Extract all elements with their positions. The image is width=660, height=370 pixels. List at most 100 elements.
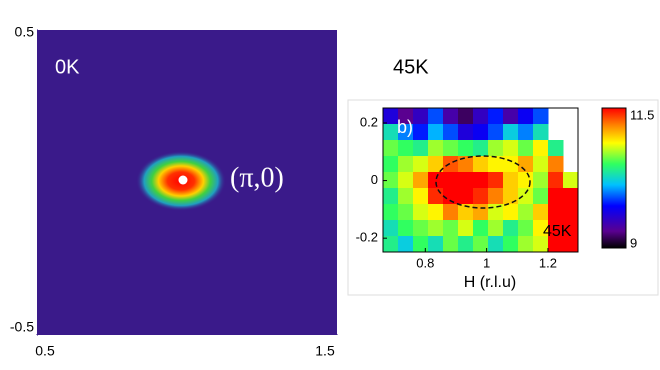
heatmap-cell xyxy=(443,220,459,237)
heatmap-cell xyxy=(548,236,564,253)
heatmap-cell xyxy=(473,204,489,221)
heatmap-cell xyxy=(458,108,474,125)
heatmap-cell xyxy=(428,204,444,221)
heatmap-cell xyxy=(413,236,429,253)
heatmap-cell xyxy=(398,172,414,189)
heatmap-cell xyxy=(488,172,504,189)
heatmap-cell xyxy=(473,220,489,237)
heatmap-cell xyxy=(413,204,429,221)
heatmap-cell xyxy=(548,204,564,221)
heatmap-cell xyxy=(503,124,519,141)
heatmap-cell xyxy=(488,188,504,205)
heatmap-cell xyxy=(443,188,459,205)
heatmap-cell xyxy=(473,236,489,253)
heatmap-cell xyxy=(518,188,534,205)
x-tick-label: 0.5 xyxy=(35,343,55,359)
heatmap-cell xyxy=(473,124,489,141)
heatmap-cell xyxy=(518,156,534,173)
heatmap-cell xyxy=(473,188,489,205)
heatmap-cell xyxy=(458,124,474,141)
heatmap-cell xyxy=(503,108,519,125)
y-tick-label: 0.5 xyxy=(15,24,35,40)
heatmap-cell xyxy=(488,156,504,173)
heatmap-cell xyxy=(428,108,444,125)
heatmap-cell xyxy=(548,156,564,173)
heatmap-cell xyxy=(488,108,504,125)
heatmap-cell xyxy=(398,124,414,141)
y-tick-label: -0.2 xyxy=(356,230,378,245)
heatmap-cell xyxy=(488,124,504,141)
x-tick-label: 1.5 xyxy=(315,343,335,359)
heatmap-cell xyxy=(458,188,474,205)
heatmap-cell xyxy=(458,236,474,253)
heatmap-cell xyxy=(383,172,399,189)
heatmap-cell xyxy=(458,204,474,221)
heatmap-cell xyxy=(548,172,564,189)
heatmap-cell xyxy=(548,140,564,157)
heatmap-cell xyxy=(443,204,459,221)
heatmap-cell xyxy=(533,140,549,157)
heatmap-cell xyxy=(383,140,399,157)
heatmap-cell xyxy=(398,156,414,173)
heatmap-cell xyxy=(533,204,549,221)
heatmap-cell xyxy=(443,236,459,253)
heatmap-cell xyxy=(563,204,579,221)
heatmap-cell xyxy=(413,108,429,125)
annotation: b) xyxy=(397,117,413,137)
heatmap-cell xyxy=(383,108,399,125)
heatmap-cell xyxy=(533,172,549,189)
heatmap-cell xyxy=(518,140,534,157)
heatmap-cell xyxy=(458,140,474,157)
heatmap-cell xyxy=(383,156,399,173)
heatmap-cell xyxy=(398,204,414,221)
heatmap-cell xyxy=(503,156,519,173)
heatmap-cell xyxy=(383,188,399,205)
heatmap-cell xyxy=(458,156,474,173)
annotation: 45K xyxy=(543,223,572,240)
x-tick-label: 0.8 xyxy=(416,255,434,270)
heatmap-cell xyxy=(488,220,504,237)
heatmap-cell xyxy=(548,220,564,237)
heatmap-cell xyxy=(503,236,519,253)
heatmap-cell xyxy=(413,124,429,141)
heatmap-cell xyxy=(563,220,579,237)
heatmap-cell xyxy=(533,124,549,141)
y-tick-label: -0.5 xyxy=(10,319,34,335)
heatmap-cell xyxy=(503,172,519,189)
heatmap-cell xyxy=(503,188,519,205)
heatmap-cell xyxy=(443,124,459,141)
panel-title: 0K xyxy=(55,56,80,78)
heatmap-cell xyxy=(428,124,444,141)
heatmap-cell xyxy=(443,172,459,189)
heatmap-cell xyxy=(398,108,414,125)
heatmap-cell xyxy=(488,236,504,253)
heatmap-cell xyxy=(428,172,444,189)
colorbar xyxy=(601,107,627,249)
heatmap-cell xyxy=(518,220,534,237)
heatmap-cell xyxy=(563,172,579,189)
heatmap-cell xyxy=(398,220,414,237)
panel-title: 45K xyxy=(393,56,429,78)
heatmap-cell xyxy=(503,140,519,157)
heatmap-cell xyxy=(398,236,414,253)
heatmap-cell xyxy=(503,220,519,237)
heatmap-cell xyxy=(473,156,489,173)
heatmap-cell xyxy=(413,220,429,237)
heatmap-cell xyxy=(488,140,504,157)
heatmap-cell xyxy=(398,140,414,157)
heatmap-cell xyxy=(383,204,399,221)
plot-frame xyxy=(382,107,579,253)
heatmap-cell xyxy=(383,124,399,141)
heatmap-cell xyxy=(533,108,549,125)
heatmap-cell xyxy=(428,188,444,205)
y-tick-label: 0 xyxy=(371,172,378,187)
heatmap-cell xyxy=(383,220,399,237)
heatmap-cell xyxy=(413,188,429,205)
x-axis-label: H (r.l.u) xyxy=(464,274,516,291)
heatmap-cell xyxy=(518,236,534,253)
heatmap-cell xyxy=(413,172,429,189)
heatmap-cell xyxy=(533,220,549,237)
heatmap-cell xyxy=(413,140,429,157)
peak-marker xyxy=(178,175,188,185)
